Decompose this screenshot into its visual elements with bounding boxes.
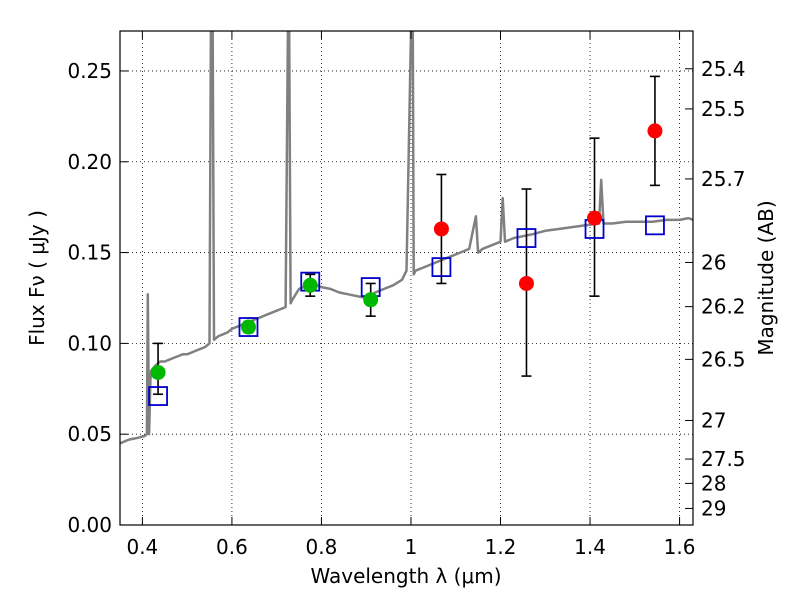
magnitude-tick-label: 27 <box>701 408 726 432</box>
observed-flux-point <box>363 292 379 308</box>
magnitude-tick-label: 26 <box>701 250 726 274</box>
magnitude-tick-label: 29 <box>701 496 726 520</box>
x-tick-label: 1.2 <box>485 535 517 559</box>
y-tick-label: 0.10 <box>67 331 112 355</box>
model-band-square <box>516 228 537 248</box>
model-band-square <box>148 386 168 406</box>
x-tick-label: 1.6 <box>664 535 696 559</box>
x-axis-title: Wavelength λ (μm) <box>310 564 501 588</box>
y-tick-label: 0.20 <box>67 150 112 174</box>
y-tick-label: 0.15 <box>67 241 112 265</box>
model-spectrum-line <box>120 31 693 445</box>
x-tick-label: 0.6 <box>216 535 248 559</box>
magnitude-tick-label: 26.2 <box>701 295 746 319</box>
magnitude-axis-title: Magnitude (AB) <box>754 200 778 355</box>
observed-flux-point <box>150 364 166 380</box>
y-tick-label: 0.05 <box>67 422 112 446</box>
y-tick-label: 0.25 <box>67 59 112 83</box>
model-band-square <box>645 215 665 236</box>
x-tick-label: 1.4 <box>574 535 606 559</box>
y-axis-title: Flux Fν ( μJy ) <box>25 210 49 346</box>
observed-flux-point <box>518 275 534 291</box>
x-axis-ticks: 0.4 0.6 0.8 1 1.2 1.4 1.6 <box>126 31 695 559</box>
observed-flux-point <box>587 210 603 226</box>
magnitude-tick-label: 27.5 <box>701 447 746 471</box>
magnitude-tick-label: 26.5 <box>701 347 746 371</box>
magnitude-tick-label: 25.4 <box>701 57 746 81</box>
model-band-square <box>238 317 259 337</box>
observed-flux-point <box>302 277 318 293</box>
model-band-square <box>431 257 452 278</box>
y-axis-ticks: 0.00 0.05 0.10 0.15 0.20 0.25 <box>67 59 128 537</box>
observed-flux-point <box>433 221 449 237</box>
observed-flux-point <box>240 319 256 335</box>
plot-frame <box>119 30 694 526</box>
plot-background <box>120 31 693 525</box>
plot-area <box>120 31 693 445</box>
observed-flux-point <box>647 123 663 139</box>
data-markers <box>148 123 665 406</box>
x-tick-label: 0.4 <box>126 535 158 559</box>
x-tick-label: 1 <box>405 535 418 559</box>
magnitude-tick-label: 25.7 <box>701 167 746 191</box>
x-tick-label: 0.8 <box>306 535 338 559</box>
y-tick-label: 0.00 <box>67 513 112 537</box>
magnitude-tick-label: 25.5 <box>701 97 746 121</box>
magnitude-tick-label: 28 <box>701 471 726 495</box>
